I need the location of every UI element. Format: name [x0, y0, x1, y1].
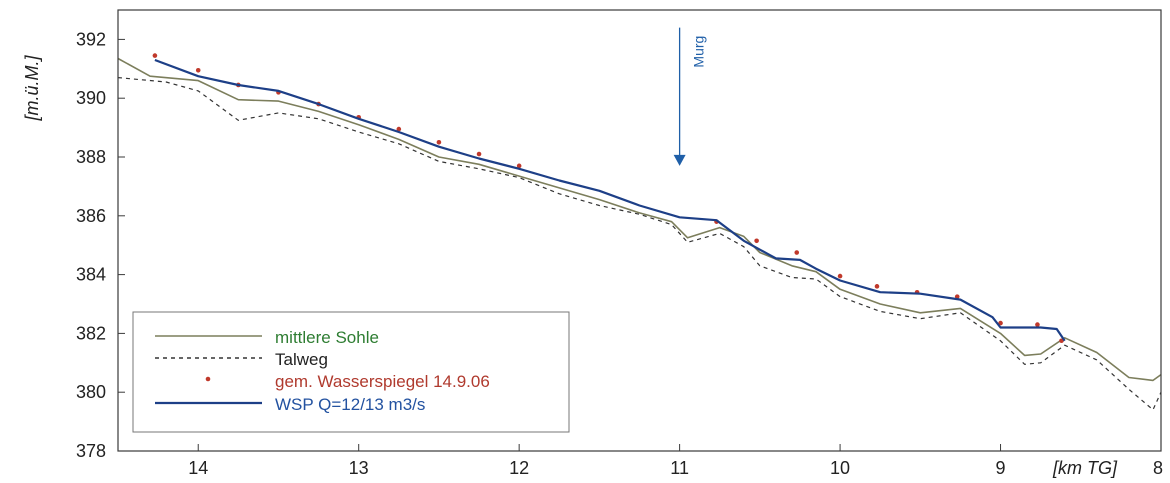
y-axis-title: [m.ü.M.] — [22, 55, 42, 122]
data-point-gem-wasserspiegel-14-9-06-9 — [516, 163, 522, 169]
data-point-gem-wasserspiegel-14-9-06-1 — [195, 67, 201, 73]
y-tick-label-390: 390 — [76, 88, 106, 108]
annotation-layer: Murg — [673, 27, 707, 166]
data-point-gem-wasserspiegel-14-9-06-6 — [396, 126, 402, 132]
data-point-gem-wasserspiegel-14-9-06-12 — [794, 250, 800, 255]
annotation-arrow-head — [673, 154, 686, 166]
y-tick-label-386: 386 — [76, 206, 106, 226]
data-point-gem-wasserspiegel-14-9-06-18 — [1035, 322, 1040, 327]
legend-label-wsp-q-12-13-m3-s: WSP Q=12/13 m3/s — [275, 395, 425, 414]
data-point-gem-wasserspiegel-14-9-06-11 — [754, 238, 759, 244]
x-tick-label-8: 8 — [1153, 458, 1163, 478]
x-tick-label-9: 9 — [996, 458, 1006, 478]
legend-swatch-gem-wasserspiegel-14-9-06 — [205, 376, 211, 382]
series-line-talweg — [117, 77, 1162, 411]
data-point-gem-wasserspiegel-14-9-06-17 — [998, 320, 1003, 326]
data-point-gem-wasserspiegel-14-9-06-14 — [874, 284, 880, 289]
y-tick-label-384: 384 — [76, 265, 106, 285]
x-tick-label-14: 14 — [188, 458, 208, 478]
data-point-gem-wasserspiegel-14-9-06-0 — [152, 53, 158, 58]
y-tick-label-392: 392 — [76, 29, 106, 49]
x-tick-label-12: 12 — [509, 458, 529, 478]
legend-label-mittlere-sohle: mittlere Sohle — [275, 328, 379, 347]
legend-label-gem-wasserspiegel-14-9-06: gem. Wasserspiegel 14.9.06 — [275, 372, 490, 391]
x-tick-label-11: 11 — [670, 458, 689, 478]
data-point-gem-wasserspiegel-14-9-06-7 — [436, 140, 442, 145]
plot-frame — [117, 9, 1162, 452]
data-point-gem-wasserspiegel-14-9-06-8 — [476, 151, 482, 157]
y-tick-label-388: 388 — [76, 147, 106, 167]
legend-label-talweg: Talweg — [275, 350, 328, 369]
series-line-mittlere-sohle — [117, 57, 1162, 382]
y-tick-label-382: 382 — [76, 323, 106, 343]
series-line-wsp-q-12-13-m3-s — [154, 58, 1066, 342]
x-tick-label-13: 13 — [349, 458, 369, 478]
x-axis-title: [km TG] — [1052, 458, 1118, 478]
annotation-label: Murg — [691, 36, 707, 68]
series-layer — [117, 53, 1162, 411]
data-point-gem-wasserspiegel-14-9-06-13 — [837, 273, 843, 279]
y-tick-label-380: 380 — [76, 382, 106, 402]
y-tick-label-378: 378 — [76, 441, 106, 461]
x-tick-label-10: 10 — [830, 458, 850, 478]
ticks-layer: 378 380 382 384 386 388 390 392 14 13 12 11 10 9 8 — [76, 29, 1163, 478]
legend-box — [132, 311, 570, 433]
data-point-gem-wasserspiegel-14-9-06-16 — [954, 294, 960, 299]
legend: mittlere Sohle Talweg gem. Wasserspiegel 1… — [132, 311, 570, 433]
